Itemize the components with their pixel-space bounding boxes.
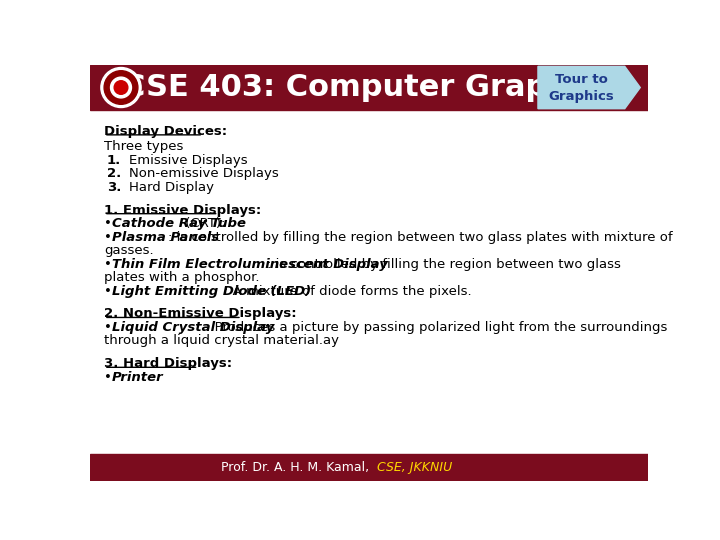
Polygon shape (538, 66, 640, 109)
Text: gasses.: gasses. (104, 244, 153, 257)
Bar (90, 454, 648, 481)
Circle shape (101, 68, 141, 107)
Text: Emissive Displays: Emissive Displays (129, 154, 248, 167)
Text: •: • (104, 258, 112, 271)
Bar (90, 65, 648, 110)
Text: •: • (104, 217, 112, 230)
Text: 2. Non-Emissive Displays:: 2. Non-Emissive Displays: (104, 307, 297, 320)
Text: Three types: Three types (104, 140, 184, 153)
Text: plates with a phosphor.: plates with a phosphor. (104, 271, 259, 284)
Text: 1. Emissive Displays:: 1. Emissive Displays: (104, 204, 261, 217)
Text: 3. Hard Displays:: 3. Hard Displays: (104, 357, 232, 370)
Text: •: • (104, 231, 112, 244)
Circle shape (111, 77, 132, 98)
Text: : Produces a picture by passing polarized light from the surroundings: : Produces a picture by passing polarize… (207, 321, 667, 334)
Text: Display Devices:: Display Devices: (104, 125, 227, 138)
Text: 2.: 2. (107, 167, 121, 180)
Text: Hard Display: Hard Display (129, 181, 214, 194)
Bar (90, 110, 648, 454)
Text: •: • (104, 285, 112, 298)
Text: : A mixture of diode forms the pixels.: : A mixture of diode forms the pixels. (223, 285, 471, 298)
Text: Tour to
Graphics: Tour to Graphics (549, 72, 614, 103)
Text: Printer: Printer (112, 371, 163, 384)
Text: : is controlled by filling the region between two glass: : is controlled by filling the region be… (266, 258, 621, 271)
Circle shape (104, 71, 138, 104)
Text: •: • (104, 371, 112, 384)
Text: :: : (142, 371, 146, 384)
Text: 1.: 1. (107, 154, 121, 167)
Text: Non-emissive Displays: Non-emissive Displays (129, 167, 279, 180)
Text: (CRT):: (CRT): (181, 217, 225, 230)
Circle shape (114, 80, 128, 94)
Text: •: • (104, 321, 112, 334)
Text: Plasma Panels: Plasma Panels (112, 231, 219, 244)
Text: CSE, JKKNIU: CSE, JKKNIU (369, 461, 452, 474)
Text: Cathode Ray Tube: Cathode Ray Tube (112, 217, 246, 230)
Text: CSE 403: Computer Graphics: CSE 403: Computer Graphics (122, 73, 616, 102)
Text: Thin Film Electroluminescent Display: Thin Film Electroluminescent Display (112, 258, 387, 271)
Text: Prof. Dr. A. H. M. Kamal,: Prof. Dr. A. H. M. Kamal, (221, 461, 369, 474)
Text: through a liquid crystal material.ay: through a liquid crystal material.ay (104, 334, 339, 347)
Text: Light Emitting Diode (LED): Light Emitting Diode (LED) (112, 285, 311, 298)
Text: Liquid Crystal Display: Liquid Crystal Display (112, 321, 274, 334)
Text: 3.: 3. (107, 181, 122, 194)
Text: : is controlled by filling the region between two glass plates with mixture of: : is controlled by filling the region be… (168, 231, 672, 244)
